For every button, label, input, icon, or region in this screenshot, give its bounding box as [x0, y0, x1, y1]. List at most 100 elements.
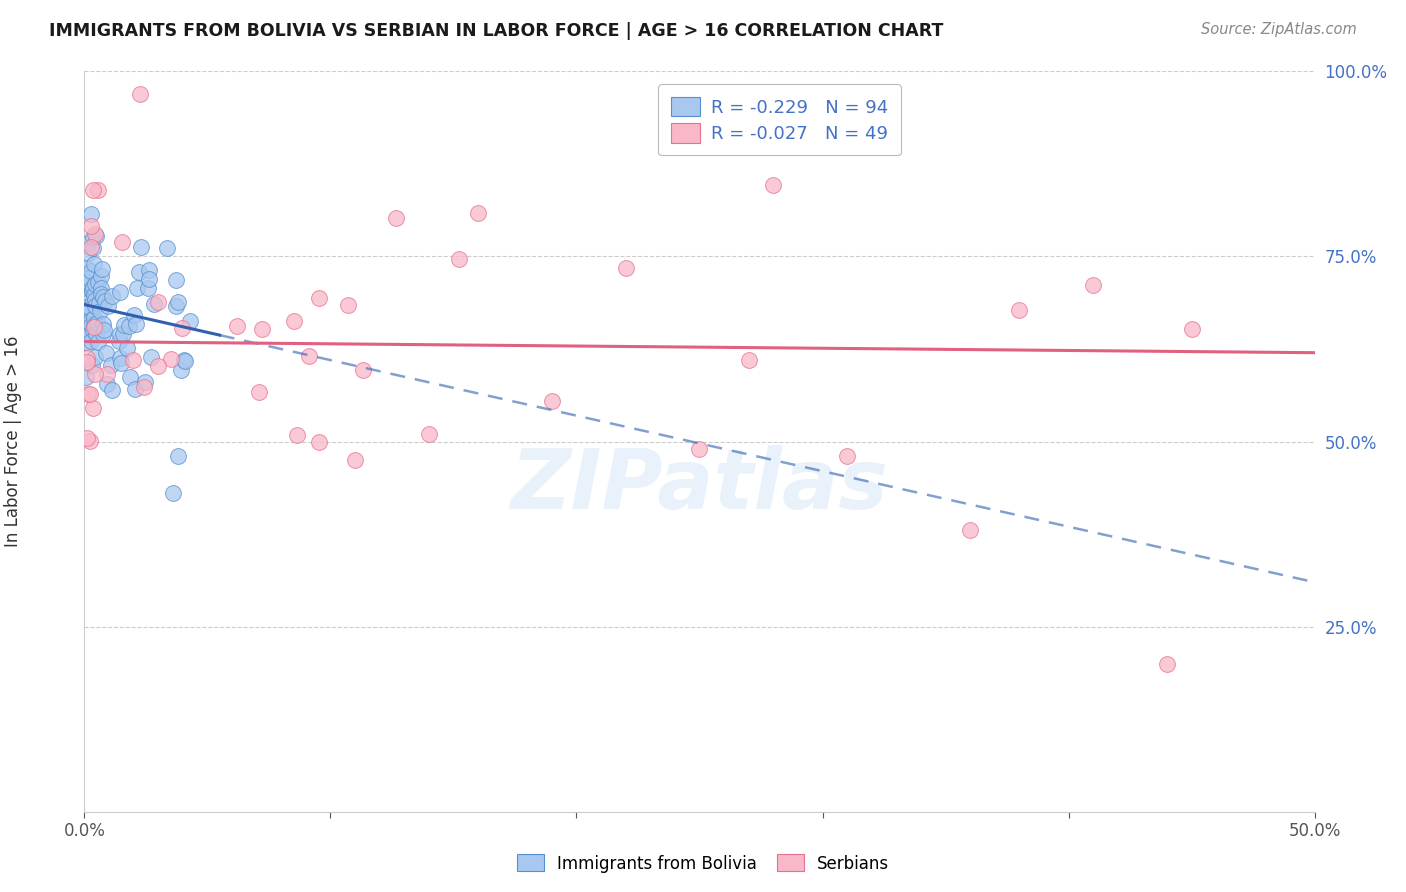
Point — [86, 316, 108, 330]
Point — [124, 317, 146, 331]
Point — [170, 363, 193, 377]
Point — [84, 293, 107, 307]
Point — [762, 178, 785, 192]
Point — [80, 207, 103, 221]
Point — [91, 262, 114, 277]
Point — [146, 295, 169, 310]
Point — [959, 523, 981, 537]
Point — [162, 486, 184, 500]
Point — [76, 310, 98, 325]
Point — [82, 229, 104, 244]
Point — [160, 351, 183, 366]
Point — [75, 281, 97, 295]
Point — [83, 257, 105, 271]
Point — [308, 435, 330, 450]
Point — [285, 427, 308, 442]
Point — [76, 351, 98, 366]
Point — [1008, 303, 1031, 318]
Point — [112, 318, 135, 332]
Point — [138, 263, 160, 277]
Y-axis label: In Labor Force | Age > 16: In Labor Force | Age > 16 — [4, 335, 22, 548]
Point — [614, 260, 637, 275]
Point — [87, 275, 110, 289]
Point — [156, 240, 179, 254]
Point — [108, 285, 131, 300]
Point — [129, 87, 152, 101]
Point — [384, 211, 406, 226]
Point — [738, 353, 761, 368]
Point — [122, 353, 145, 368]
Point — [1181, 322, 1204, 336]
Point — [172, 320, 194, 334]
Point — [75, 261, 97, 276]
Point — [77, 236, 100, 251]
Point — [343, 452, 366, 467]
Text: Source: ZipAtlas.com: Source: ZipAtlas.com — [1201, 22, 1357, 37]
Point — [96, 377, 118, 392]
Point — [79, 386, 101, 401]
Point — [79, 301, 101, 316]
Legend: Immigrants from Bolivia, Serbians: Immigrants from Bolivia, Serbians — [510, 847, 896, 880]
Point — [1156, 657, 1178, 671]
Point — [91, 326, 114, 341]
Point — [76, 245, 98, 260]
Point — [75, 271, 97, 285]
Point — [101, 384, 124, 398]
Point — [247, 385, 270, 400]
Point — [91, 317, 114, 331]
Point — [139, 351, 162, 365]
Point — [689, 442, 711, 456]
Point — [77, 276, 100, 290]
Point — [138, 272, 160, 286]
Point — [100, 358, 122, 372]
Point — [179, 313, 201, 327]
Point — [75, 306, 97, 320]
Point — [76, 431, 98, 445]
Point — [83, 277, 105, 291]
Point — [94, 293, 117, 308]
Point — [84, 229, 107, 244]
Point — [76, 387, 98, 401]
Point — [83, 319, 105, 334]
Point — [837, 450, 859, 464]
Point — [132, 379, 155, 393]
Point — [83, 318, 105, 333]
Point — [117, 318, 139, 333]
Point — [75, 335, 97, 350]
Point — [449, 252, 471, 267]
Point — [84, 227, 107, 242]
Point — [89, 295, 111, 310]
Point — [80, 263, 103, 277]
Point — [108, 334, 131, 349]
Point — [82, 401, 104, 416]
Point — [76, 322, 98, 336]
Point — [167, 295, 190, 310]
Point — [83, 350, 105, 364]
Point — [110, 351, 132, 366]
Point — [298, 350, 321, 364]
Point — [122, 308, 145, 322]
Point — [82, 279, 104, 293]
Point — [79, 434, 101, 449]
Point — [75, 370, 97, 384]
Point — [110, 356, 132, 370]
Point — [125, 281, 148, 295]
Point — [77, 271, 100, 285]
Point — [82, 293, 104, 308]
Legend: R = -0.229   N = 94, R = -0.027   N = 49: R = -0.229 N = 94, R = -0.027 N = 49 — [658, 84, 901, 155]
Point — [173, 353, 195, 368]
Point — [165, 299, 187, 313]
Point — [77, 271, 100, 285]
Point — [79, 326, 101, 341]
Point — [174, 353, 197, 368]
Point — [82, 183, 104, 197]
Point — [82, 284, 104, 298]
Point — [108, 327, 131, 342]
Point — [250, 321, 273, 335]
Point — [418, 426, 440, 441]
Point — [82, 284, 104, 298]
Point — [89, 304, 111, 318]
Point — [91, 290, 114, 304]
Point — [82, 323, 104, 337]
Point — [84, 318, 107, 332]
